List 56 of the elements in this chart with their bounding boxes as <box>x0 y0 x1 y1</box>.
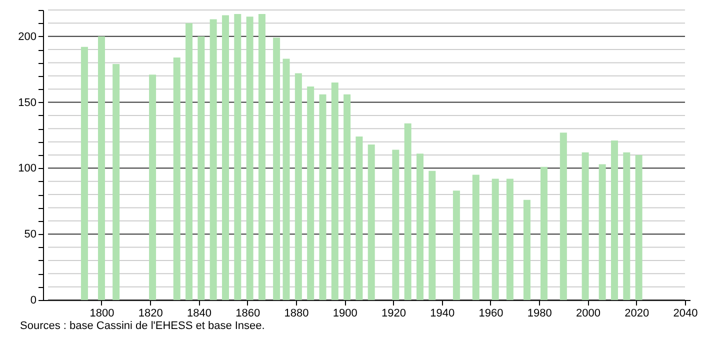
x-tick-label: 1820 <box>138 308 163 320</box>
x-tick-label: 2000 <box>576 308 600 320</box>
bar <box>80 46 88 300</box>
bar <box>472 174 480 300</box>
bar <box>635 155 642 300</box>
x-tick-label: 1860 <box>236 308 260 320</box>
bar <box>392 150 400 300</box>
bar <box>210 19 217 300</box>
bar <box>428 170 436 300</box>
bar <box>173 57 180 300</box>
bar <box>523 200 530 300</box>
y-tick-label: 50 <box>24 228 36 241</box>
bar <box>222 15 229 300</box>
bar <box>404 123 412 300</box>
y-tick-label: 150 <box>18 96 36 109</box>
bar <box>582 152 589 300</box>
x-tick-label: 1960 <box>478 308 504 320</box>
bar <box>331 82 338 300</box>
bar <box>610 140 618 300</box>
bar <box>356 136 363 300</box>
bar <box>344 94 351 300</box>
bar <box>506 178 514 300</box>
bar <box>307 86 314 300</box>
bar <box>319 94 326 300</box>
x-tick-label: 1920 <box>382 308 406 320</box>
bar <box>294 73 302 300</box>
y-tick-label: 200 <box>18 30 36 43</box>
bar <box>540 166 548 300</box>
bar <box>623 152 630 300</box>
x-tick-label: 1840 <box>187 308 212 320</box>
x-tick-label: 1800 <box>90 308 114 320</box>
bar <box>98 36 105 300</box>
bar <box>234 14 242 300</box>
bar <box>560 132 567 300</box>
bar <box>149 74 156 300</box>
bar <box>282 58 290 300</box>
bar <box>186 23 193 300</box>
bar <box>246 16 254 300</box>
x-tick-label: 2020 <box>624 308 650 320</box>
bar <box>598 164 606 300</box>
bar <box>198 36 205 300</box>
bar <box>273 38 280 300</box>
x-tick-label: 1880 <box>284 308 309 320</box>
source-note: Sources : base Cassini de l'EHESS et base Insee. <box>20 320 265 332</box>
x-tick-label: 1980 <box>527 308 552 320</box>
bar <box>416 154 424 300</box>
y-tick-label: 100 <box>18 162 36 175</box>
bar <box>112 64 120 300</box>
x-tick-label: 2040 <box>673 308 698 320</box>
x-tick-label: 1940 <box>430 308 455 320</box>
y-tick-label: 0 <box>30 294 36 306</box>
bar <box>492 178 499 300</box>
bar <box>368 144 375 300</box>
x-tick-label: 1900 <box>332 308 358 320</box>
bar <box>258 14 266 300</box>
bar <box>452 190 460 300</box>
